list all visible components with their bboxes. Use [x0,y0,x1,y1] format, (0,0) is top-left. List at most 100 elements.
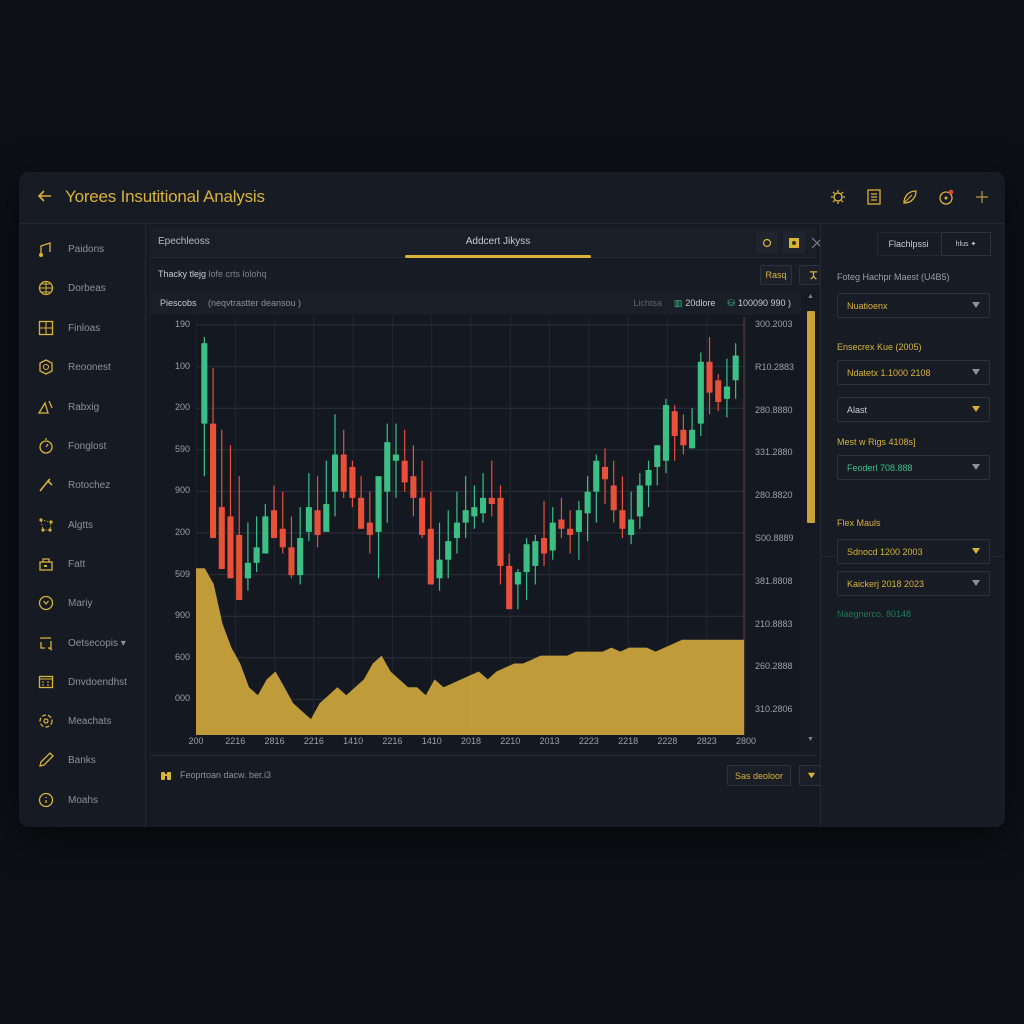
sidebar-item-algtts[interactable]: Algtts [19,510,146,540]
y-tick-left: 100 [174,360,190,371]
scrollbar-thumb[interactable] [807,311,815,523]
wallet-icon [37,555,55,573]
sidebar-item-fatt[interactable]: Fatt [19,549,146,579]
plus-icon[interactable] [971,186,993,208]
y-tick-right: 280.8880 [755,404,793,415]
app-window: Yorees Insutitional Analysis Paidons Dorb… [19,172,1005,827]
sidebar-item-label: Paidons [68,243,105,255]
sidebar-item-reoonest[interactable]: Reoonest [19,352,146,382]
pen-icon [37,751,55,769]
sidebar-item-rotochez[interactable]: Rotochez [19,470,146,500]
sidebar-item-dorbeas[interactable]: Dorbeas [19,273,146,303]
sidebar-item-banks[interactable]: Banks [19,745,146,775]
select-5[interactable]: Sdnocd 1200 2003 [837,539,990,564]
y-tick-left: 200 [174,527,190,537]
clock-icon [37,594,55,612]
chart-header-muted: Lichtsa [633,298,662,308]
refresh-frame-icon [37,634,55,652]
y-tick-left: 200 [174,402,190,413]
sidebar-item-label: Dorbeas [68,282,106,294]
leaf-icon[interactable] [899,186,921,208]
y-tick-right: 280.8820 [755,490,793,501]
right-panel-tab[interactable]: Flachlpssi [877,232,939,256]
select-6[interactable]: Kaickerj 2018 2023 [837,571,990,596]
sidebar-item-rabxig[interactable]: Rabxig [19,392,146,422]
scroll-down-icon[interactable]: ▼ [807,736,814,743]
sub-toolbar-text: Thacky tlejg lofe crts lolohq [158,269,267,279]
y-tick-left: 900 [174,610,190,621]
sidebar-item-paidons[interactable]: Paidons [19,234,146,264]
sidebar-item-meachats[interactable]: Meachats [19,706,146,736]
refresh-icon[interactable] [756,232,778,254]
main-content: Epechleoss Addcert Jikyss Thacky tlejg l… [150,228,827,827]
network-icon [37,516,55,534]
sidebar-item-oetsecopis[interactable]: Oetsecopis ▾ [19,628,146,658]
x-tick: 2216 [303,736,324,746]
sidebar-item-label: Algtts [68,519,94,531]
chart-header-desc: (neqvtrastter deansou ) [208,298,302,308]
image-icon[interactable] [783,232,805,254]
select-2[interactable]: Ndatetx 1.1000 2108 [837,360,990,385]
chart-header: Piescobs (neqvtrastter deansou ) Lichtsa… [150,291,801,315]
sidebar-item-label: Dnvdoendhst [68,676,127,688]
music-note-icon [37,240,55,258]
scroll-up-icon[interactable]: ▲ [807,293,814,300]
book-icon: ▥ [673,298,683,308]
sas-deoloor-button[interactable]: Sas deoloor [727,765,791,786]
chart-stat-1[interactable]: ▥ 20dlore [674,298,716,309]
chevron-down-icon [972,302,980,308]
pin-icon [809,270,817,280]
x-tick: 2013 [539,736,560,746]
chart-stat-2-value: 100090 990 [737,298,786,308]
sidebar-item-finloas[interactable]: Finloas [19,313,146,343]
settings-gear-icon[interactable] [827,186,849,208]
section-label-1: Foteg Hachpr Maest (U4B5) [837,272,950,282]
chart-header-stats: Lichtsa ▥ 20dlore ⛁ 100090 990 ) [633,298,791,309]
y-tick-left: 900 [174,485,190,496]
y-tick-right: 210.8883 [755,618,793,629]
read-button[interactable]: Rasq [760,265,792,285]
sidebar-item-dnvdoendhst[interactable]: Dnvdoendhst [19,667,146,697]
arrow-left-icon[interactable] [35,186,57,208]
tab-epechleoss[interactable]: Epechleoss [158,236,210,247]
x-tick: 2216 [225,736,246,746]
right-panel: Flachlpssi hlus ✦ Foteg Hachpr Maest (U4… [820,224,1005,827]
x-tick: 2216 [382,736,403,746]
x-tick: 1410 [343,736,364,746]
tab-active[interactable]: Addcert Jikyss [465,236,531,247]
select-1[interactable]: Nuatioenx [837,293,990,318]
x-tick: 2816 [264,736,285,746]
select-4[interactable]: Feoderl 708.888 [837,455,990,480]
y-tick-right: 381.8808 [755,575,793,586]
y-tick-right: 300.2003 [755,319,793,329]
calculator-icon[interactable] [863,186,885,208]
grid-icon [37,319,55,337]
circle-info-icon [37,791,55,809]
active-tab-indicator [405,255,591,258]
sidebar-item-label: Moahs [68,794,99,806]
sub-toolbar-desc: lofe crts lolohq [208,269,267,279]
select-6-value: Kaickerj 2018 2023 [847,578,925,589]
notification-clock-icon[interactable] [935,186,957,208]
select-3[interactable]: Alast [837,397,990,422]
select-2-value: Ndatetx 1.1000 2108 [847,367,931,378]
sidebar-item-mariy[interactable]: Mariy [19,588,146,618]
money-icon: ⛁ [727,298,735,308]
candlestick-chart[interactable] [196,317,746,735]
vertical-scrollbar[interactable]: ▲ ▼ [805,291,816,750]
sub-toolbar-label: Thacky tlejg [158,269,207,279]
tab-bar: Epechleoss Addcert Jikyss [150,228,816,258]
footer-status: Naegnerco. 80148 [837,609,912,619]
section2-title: Flex Mauls [837,518,881,528]
page-title: Yorees Insutitional Analysis [65,187,265,206]
calendar-icon [37,673,55,691]
sidebar-item-fonglost[interactable]: Fonglost [19,431,146,461]
x-tick: 2210 [500,736,521,746]
sidebar-item-label: Reoonest [68,361,111,373]
title-bar: Yorees Insutitional Analysis [19,172,1005,224]
right-panel-tab-button[interactable]: hlus ✦ [941,232,991,256]
sidebar-item-moahs[interactable]: Moahs [19,785,146,815]
y-tick-left: 509 [174,568,190,579]
chart-stat-2[interactable]: ⛁ 100090 990 ) [727,298,791,308]
chevron-down-icon [972,580,980,586]
